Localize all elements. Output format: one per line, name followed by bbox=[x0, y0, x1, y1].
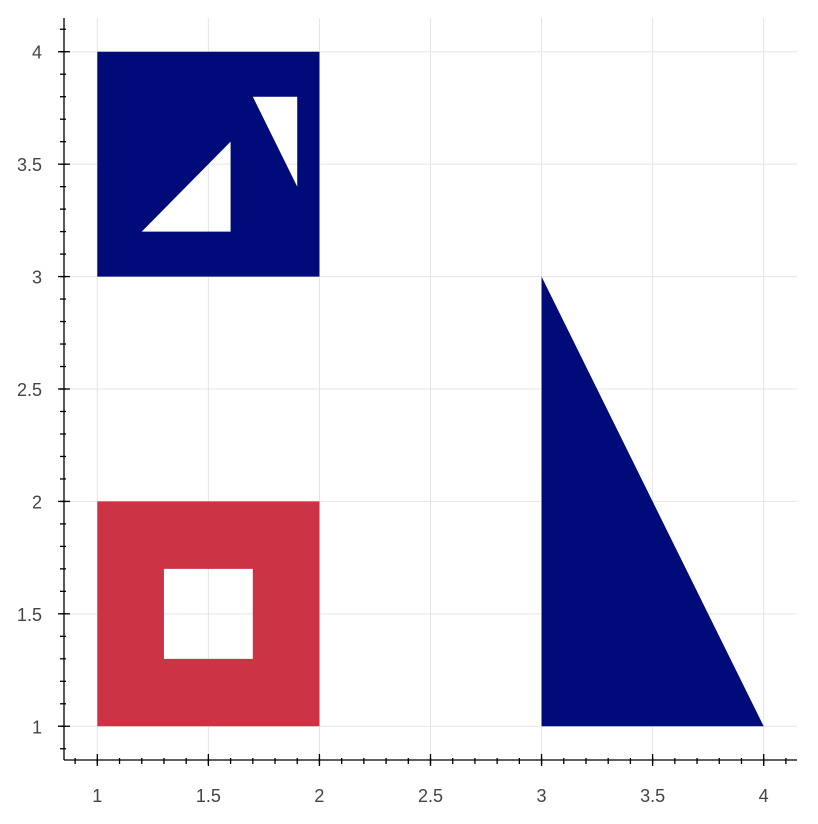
y-tick-label: 4 bbox=[32, 43, 42, 63]
x-tick-label: 2.5 bbox=[418, 786, 443, 806]
square-with-triangle-holes bbox=[97, 51, 320, 277]
x-tick-label: 2 bbox=[314, 786, 324, 806]
x-tick-label: 3.5 bbox=[640, 786, 665, 806]
y-tick-label: 2 bbox=[32, 492, 42, 512]
y-tick-label: 1 bbox=[32, 717, 42, 737]
x-axis-ticks: 1 1.5 2 2.5 3 3.5 4 bbox=[74, 754, 787, 806]
x-tick-label: 4 bbox=[759, 786, 769, 806]
x-tick-label: 1 bbox=[92, 786, 102, 806]
y-tick-label: 3 bbox=[32, 268, 42, 288]
x-tick-label: 1.5 bbox=[196, 786, 221, 806]
y-tick-label: 1.5 bbox=[17, 605, 42, 625]
triangle bbox=[541, 276, 764, 727]
square-with-square-hole bbox=[97, 501, 320, 727]
plot-area bbox=[97, 51, 764, 727]
y-tick-label: 2.5 bbox=[17, 380, 42, 400]
y-tick-label: 3.5 bbox=[17, 155, 42, 175]
y-axis-ticks: 1 1.5 2 2.5 3 3.5 4 bbox=[17, 28, 70, 750]
axes: 1 1.5 2 2.5 3 3.5 4 1 1.5 2 2.5 3 3.5 4 bbox=[17, 18, 797, 806]
x-tick-label: 3 bbox=[537, 786, 547, 806]
